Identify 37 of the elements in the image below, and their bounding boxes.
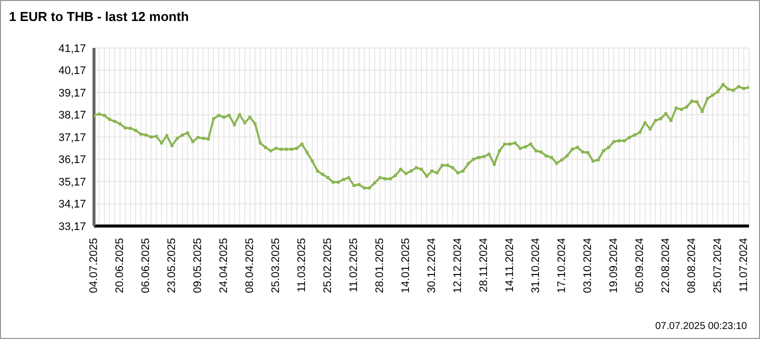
chart-title: 1 EUR to THB - last 12 month <box>9 9 189 24</box>
x-tick-label: 31.10.2024 <box>530 238 542 294</box>
x-tick-label: 12.12.2024 <box>452 238 464 294</box>
y-tick-label: 38,17 <box>58 110 86 122</box>
x-tick-label: 23.05.2025 <box>166 238 178 294</box>
x-tick-label: 08.04.2025 <box>244 238 256 294</box>
y-tick-label: 34,17 <box>58 198 86 211</box>
x-tick-label: 04.07.2025 <box>88 238 100 294</box>
text: 07.07.2025 00:23:10 <box>655 321 747 332</box>
y-tick-label: 35,17 <box>58 176 86 188</box>
y-tick-label: 37,17 <box>58 132 86 144</box>
x-tick-label: 25.02.2025 <box>322 238 334 294</box>
y-tick-label: 41,17 <box>58 42 86 55</box>
x-tick-label: 14.11.2024 <box>504 238 516 292</box>
x-tick-label: 24.04.2025 <box>218 238 230 294</box>
x-tick-label: 08.08.2024 <box>686 238 698 294</box>
x-tick-label: 25.07.2024 <box>712 238 724 294</box>
x-tick-label: 19.09.2024 <box>608 238 620 294</box>
x-tick-label: 30.12.2024 <box>426 238 438 294</box>
x-tick-label: 20.06.2025 <box>114 238 126 294</box>
x-tick-label: 17.10.2024 <box>556 238 568 294</box>
y-tick-label: 39,17 <box>58 87 86 100</box>
x-tick-label: 06.06.2025 <box>140 238 152 294</box>
x-tick-label: 28.11.2024 <box>478 238 490 292</box>
x-tick-label: 28.01.2025 <box>374 238 386 294</box>
x-tick-label: 22.08.2024 <box>660 238 672 294</box>
x-tick-label: 03.10.2024 <box>582 238 594 294</box>
x-tick-label: 25.03.2025 <box>270 238 282 294</box>
x-tick-label: 11.02.2025 <box>348 238 360 292</box>
x-tick-label: 11.07.2024 <box>738 238 750 292</box>
y-tick-label: 36,17 <box>58 154 86 166</box>
y-tick-label: 33,17 <box>58 220 86 233</box>
x-tick-label: 05.09.2024 <box>634 238 646 294</box>
x-tick-label: 11.03.2025 <box>296 238 308 292</box>
x-tick-label: 14.01.2025 <box>400 238 412 294</box>
y-tick-label: 40,17 <box>58 65 86 78</box>
x-tick-label: 09.05.2025 <box>192 238 204 294</box>
